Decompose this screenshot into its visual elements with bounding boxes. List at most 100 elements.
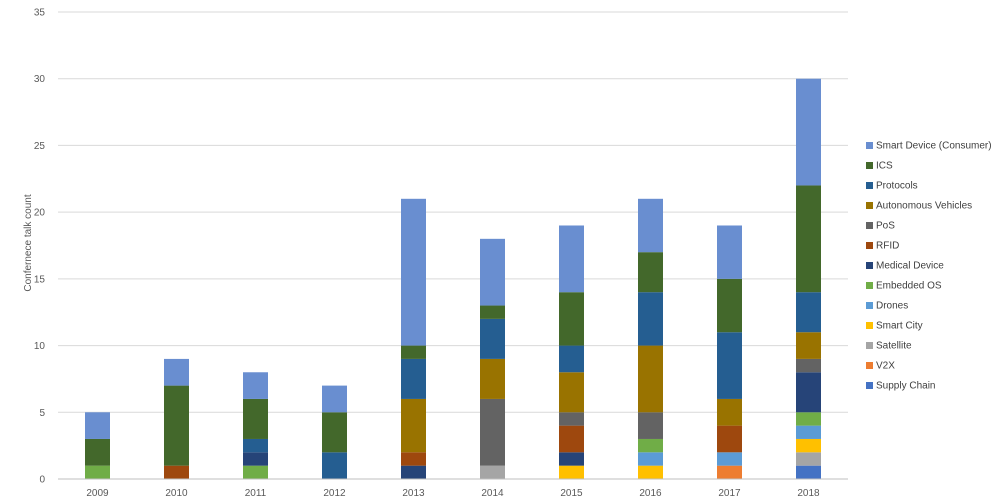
bar-segment	[480, 358, 505, 399]
bar-segment	[480, 318, 505, 359]
legend-label: ICS	[876, 161, 893, 172]
bar-segment	[243, 438, 268, 453]
legend-label: Autonomous Vehicles	[876, 201, 972, 212]
x-tick-label: 2016	[639, 488, 662, 499]
legend-swatch	[866, 222, 873, 229]
legend-swatch	[866, 342, 873, 349]
bar-segment	[717, 332, 742, 399]
bar-segment	[322, 412, 347, 453]
bar-segment	[480, 465, 505, 479]
bar-segment	[401, 358, 426, 399]
bar-segment	[638, 198, 663, 253]
y-tick-label: 10	[34, 341, 46, 352]
legend-label: PoS	[876, 221, 895, 232]
bar-segment	[480, 238, 505, 306]
bar-segment	[401, 345, 426, 359]
legend-swatch	[866, 362, 873, 369]
bar-segment	[796, 372, 821, 413]
y-tick-label: 5	[39, 408, 45, 419]
bar-segment	[796, 425, 821, 439]
bar-segment	[796, 358, 821, 373]
legend-swatch	[866, 302, 873, 309]
bar-segment	[717, 425, 742, 453]
legend-swatch	[866, 382, 873, 389]
bar-segment	[638, 252, 663, 293]
y-tick-label: 25	[34, 141, 46, 152]
bar-segment	[638, 292, 663, 346]
x-tick-label: 2009	[86, 488, 109, 499]
x-tick-label: 2013	[402, 488, 425, 499]
bar-segment	[559, 465, 584, 479]
bar-segment	[559, 225, 584, 293]
x-tick-label: 2018	[797, 488, 820, 499]
bar-segment	[717, 225, 742, 279]
bar-segment	[638, 345, 663, 413]
legend-swatch	[866, 182, 873, 189]
bar-segment	[164, 358, 189, 386]
x-tick-label: 2010	[165, 488, 188, 499]
bar-segment	[796, 452, 821, 466]
bar-segment	[796, 185, 821, 293]
x-tick-label: 2012	[323, 488, 346, 499]
bar-segment	[559, 412, 584, 426]
bar-segment	[717, 465, 742, 479]
bar-segment	[796, 412, 821, 426]
x-tick-label: 2015	[560, 488, 583, 499]
bar-segment	[85, 465, 110, 479]
legend-label: Drones	[876, 301, 908, 312]
bar-segment	[243, 398, 268, 439]
legend-swatch	[866, 262, 873, 269]
y-axis-title: Confernece talk count	[23, 194, 34, 292]
y-tick-label: 15	[34, 274, 46, 285]
bar-segment	[796, 465, 821, 479]
y-tick-label: 35	[34, 8, 46, 19]
bar-segment	[559, 345, 584, 373]
bar-segment	[164, 465, 189, 479]
bar-segment	[401, 198, 426, 346]
legend-swatch	[866, 282, 873, 289]
legend-swatch	[866, 242, 873, 249]
legend-swatch	[866, 162, 873, 169]
bar-segment	[796, 438, 821, 453]
x-tick-label: 2017	[718, 488, 741, 499]
y-tick-label: 0	[39, 475, 45, 486]
legend-label: Satellite	[876, 341, 912, 352]
bar-segment	[717, 278, 742, 333]
y-tick-label: 30	[34, 74, 46, 85]
legend-label: Smart Device (Consumer)	[876, 141, 992, 152]
bar-segment	[796, 292, 821, 333]
bar-segment	[638, 438, 663, 453]
bar-segment	[638, 465, 663, 479]
legend-label: Embedded OS	[876, 281, 942, 292]
legend-label: Supply Chain	[876, 381, 935, 392]
bar-segment	[401, 398, 426, 453]
legend-label: Protocols	[876, 181, 918, 192]
bar-segment	[243, 372, 268, 399]
bar-segment	[559, 292, 584, 346]
bar-segment	[638, 412, 663, 439]
legend-swatch	[866, 322, 873, 329]
legend-label: Smart City	[876, 321, 923, 332]
bar-segment	[401, 465, 426, 479]
bar-segment	[559, 372, 584, 413]
bar-segment	[638, 452, 663, 466]
bar-segment	[480, 305, 505, 319]
bar-segment	[717, 452, 742, 466]
legend-label: RFID	[876, 241, 899, 252]
bar-segment	[85, 438, 110, 466]
x-tick-label: 2011	[245, 488, 267, 499]
x-tick-label: 2014	[481, 488, 504, 499]
bar-segment	[796, 78, 821, 186]
legend-label: V2X	[876, 361, 895, 372]
bar-segment	[164, 385, 189, 466]
bar-segment	[559, 425, 584, 453]
legend-label: Medical Device	[876, 261, 944, 272]
bar-segment	[85, 412, 110, 439]
bar-segment	[480, 398, 505, 466]
bar-segment	[796, 332, 821, 359]
bar-segment	[401, 452, 426, 466]
bar-segment	[559, 452, 584, 466]
bar-segment	[322, 452, 347, 479]
